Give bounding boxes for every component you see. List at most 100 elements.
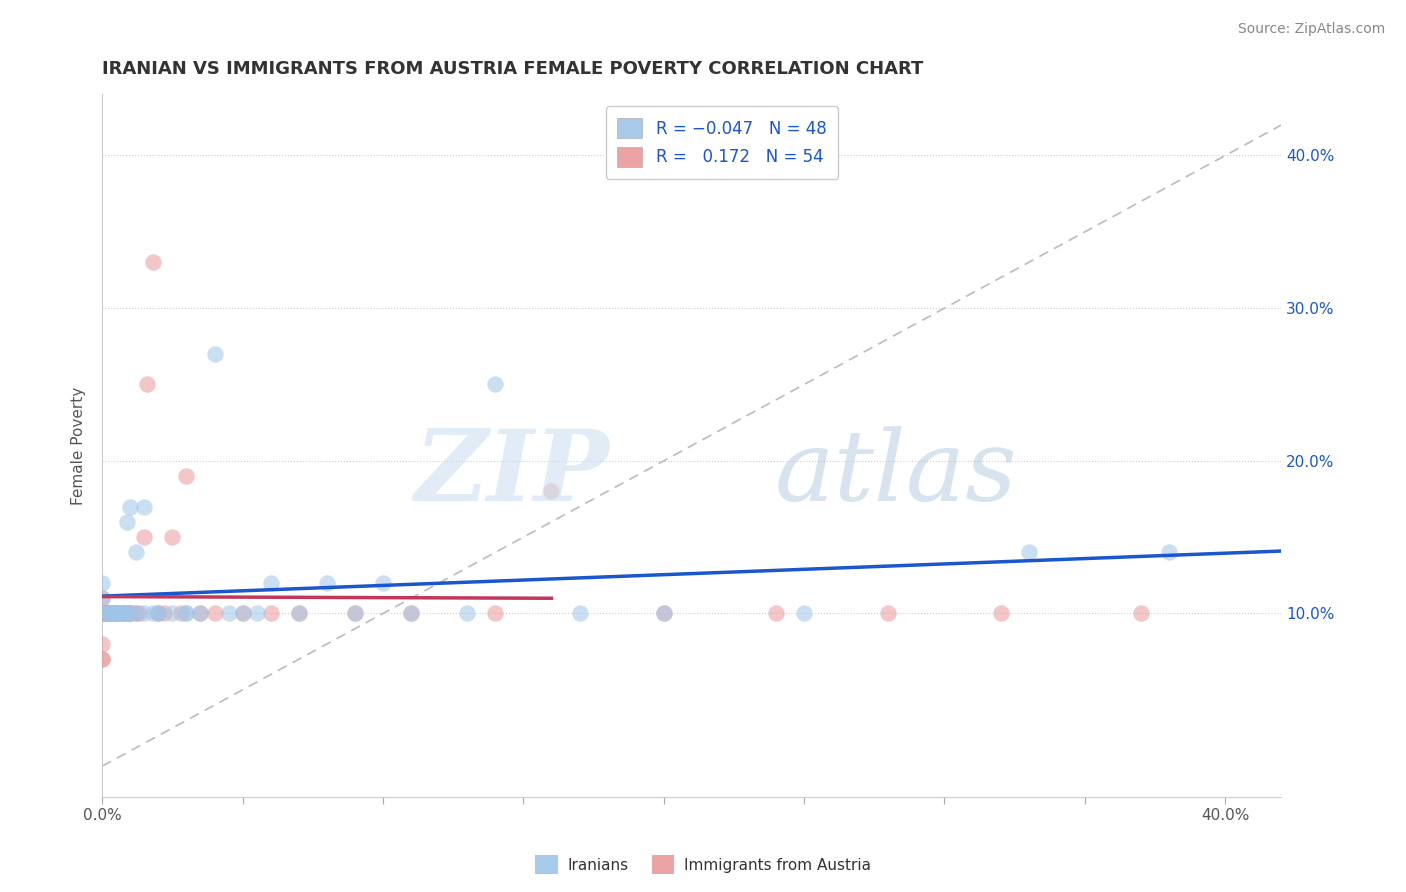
- Point: [120, 607, 142, 621]
- Point: [877, 607, 900, 621]
- Point: [111, 607, 134, 621]
- Point: [103, 607, 125, 621]
- Point: [105, 607, 128, 621]
- Point: [97, 607, 120, 621]
- Point: [94, 607, 117, 621]
- Point: [568, 607, 591, 621]
- Point: [371, 576, 394, 591]
- Point: [91, 637, 114, 651]
- Text: atlas: atlas: [775, 426, 1017, 521]
- Point: [136, 377, 159, 392]
- Point: [105, 607, 128, 621]
- Point: [260, 576, 283, 591]
- Point: [142, 255, 165, 269]
- Point: [100, 607, 122, 621]
- Point: [793, 607, 815, 621]
- Point: [103, 607, 125, 621]
- Point: [128, 607, 150, 621]
- Point: [176, 607, 198, 621]
- Point: [91, 607, 114, 621]
- Point: [97, 607, 120, 621]
- Point: [162, 530, 184, 544]
- Point: [91, 607, 114, 621]
- Point: [176, 607, 198, 621]
- Point: [120, 607, 142, 621]
- Point: [652, 607, 675, 621]
- Point: [91, 576, 114, 591]
- Legend: R = −0.047   N = 48, R =   0.172   N = 54: R = −0.047 N = 48, R = 0.172 N = 54: [606, 106, 838, 178]
- Point: [652, 607, 675, 621]
- Point: [91, 652, 114, 666]
- Text: ZIP: ZIP: [415, 425, 609, 522]
- Point: [260, 607, 283, 621]
- Point: [162, 607, 184, 621]
- Point: [125, 607, 148, 621]
- Point: [540, 484, 562, 499]
- Point: [91, 652, 114, 666]
- Point: [105, 607, 128, 621]
- Point: [484, 607, 506, 621]
- Point: [204, 607, 226, 621]
- Point: [100, 607, 122, 621]
- Point: [456, 607, 478, 621]
- Point: [190, 607, 212, 621]
- Point: [114, 607, 136, 621]
- Point: [765, 607, 787, 621]
- Point: [97, 607, 120, 621]
- Point: [114, 607, 136, 621]
- Text: Source: ZipAtlas.com: Source: ZipAtlas.com: [1237, 22, 1385, 37]
- Point: [105, 607, 128, 621]
- Point: [105, 607, 128, 621]
- Point: [91, 591, 114, 606]
- Point: [148, 607, 170, 621]
- Point: [1159, 545, 1181, 559]
- Point: [117, 607, 139, 621]
- Point: [108, 607, 131, 621]
- Point: [125, 545, 148, 559]
- Point: [134, 500, 156, 514]
- Point: [246, 607, 269, 621]
- Point: [114, 607, 136, 621]
- Text: IRANIAN VS IMMIGRANTS FROM AUSTRIA FEMALE POVERTY CORRELATION CHART: IRANIAN VS IMMIGRANTS FROM AUSTRIA FEMAL…: [103, 60, 924, 78]
- Point: [117, 515, 139, 529]
- Point: [315, 576, 337, 591]
- Point: [176, 469, 198, 483]
- Point: [125, 607, 148, 621]
- Point: [484, 377, 506, 392]
- Point: [1130, 607, 1153, 621]
- Point: [97, 607, 120, 621]
- Point: [120, 607, 142, 621]
- Point: [218, 607, 240, 621]
- Point: [91, 607, 114, 621]
- Point: [1018, 545, 1040, 559]
- Point: [105, 607, 128, 621]
- Point: [100, 607, 122, 621]
- Point: [232, 607, 254, 621]
- Point: [100, 607, 122, 621]
- Point: [148, 607, 170, 621]
- Point: [111, 607, 134, 621]
- Point: [232, 607, 254, 621]
- Point: [148, 607, 170, 621]
- Point: [100, 607, 122, 621]
- Point: [204, 347, 226, 361]
- Point: [105, 607, 128, 621]
- Point: [120, 607, 142, 621]
- Point: [142, 607, 165, 621]
- Point: [134, 607, 156, 621]
- Point: [343, 607, 366, 621]
- Point: [399, 607, 422, 621]
- Point: [91, 607, 114, 621]
- Point: [100, 607, 122, 621]
- Point: [190, 607, 212, 621]
- Point: [111, 607, 134, 621]
- Point: [100, 607, 122, 621]
- Point: [287, 607, 309, 621]
- Point: [97, 607, 120, 621]
- Point: [399, 607, 422, 621]
- Point: [170, 607, 193, 621]
- Legend: Iranians, Immigrants from Austria: Iranians, Immigrants from Austria: [529, 849, 877, 880]
- Point: [343, 607, 366, 621]
- Point: [94, 607, 117, 621]
- Point: [111, 607, 134, 621]
